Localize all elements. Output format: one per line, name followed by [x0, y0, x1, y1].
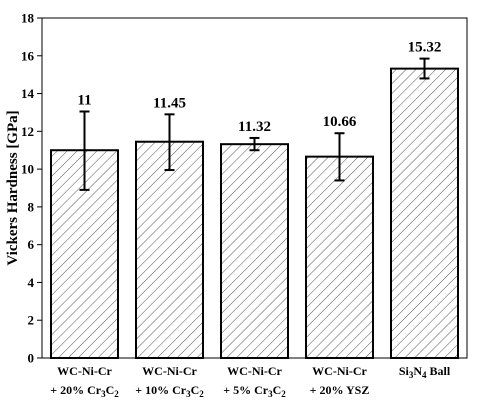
y-tick-label: 0: [28, 351, 35, 366]
y-tick-label: 6: [28, 237, 35, 252]
y-tick-label: 18: [21, 11, 35, 26]
category-label: WC-Ni-Cr: [142, 364, 197, 378]
bar: [305, 155, 374, 359]
category-label-line2: + 20% Cr3C2: [50, 383, 119, 399]
value-label: 11.45: [153, 95, 186, 111]
category-label: WC-Ni-Cr: [57, 364, 112, 378]
y-tick-label: 14: [21, 86, 35, 101]
value-label: 15.32: [408, 40, 442, 56]
bar: [135, 140, 204, 359]
category-label: Si3N4 Ball: [399, 364, 451, 380]
category-label: WC-Ni-Cr: [227, 364, 282, 378]
y-axis: 0 2 4 6 8 10 12 14 16 18: [21, 11, 42, 366]
category-label: WC-Ni-Cr: [312, 364, 367, 378]
category-label-line2: + 10% Cr3C2: [135, 383, 204, 399]
y-tick-label: 12: [21, 124, 34, 139]
y-axis-title: Vickers Hardness [GPa]: [5, 110, 21, 265]
value-label: 11.32: [238, 119, 271, 135]
y-tick-label: 2: [28, 313, 35, 328]
category-label-line2: + 5% Cr3C2: [223, 383, 286, 399]
y-tick-label: 10: [21, 162, 34, 177]
value-label: 10.66: [323, 114, 357, 130]
value-label: 11: [77, 93, 91, 109]
x-axis-labels: WC-Ni-Cr + 20% Cr3C2 WC-Ni-Cr + 10% Cr3C2 WC…: [50, 364, 451, 399]
category-label-line2: + 20% YSZ: [310, 383, 370, 397]
y-tick-label: 16: [21, 48, 35, 63]
bars: 11 11.45 11.32 10.66 15.32: [50, 40, 459, 359]
bar: [220, 143, 289, 359]
y-tick-label: 4: [28, 275, 35, 290]
y-tick-label: 8: [28, 199, 35, 214]
bar: [390, 67, 459, 359]
